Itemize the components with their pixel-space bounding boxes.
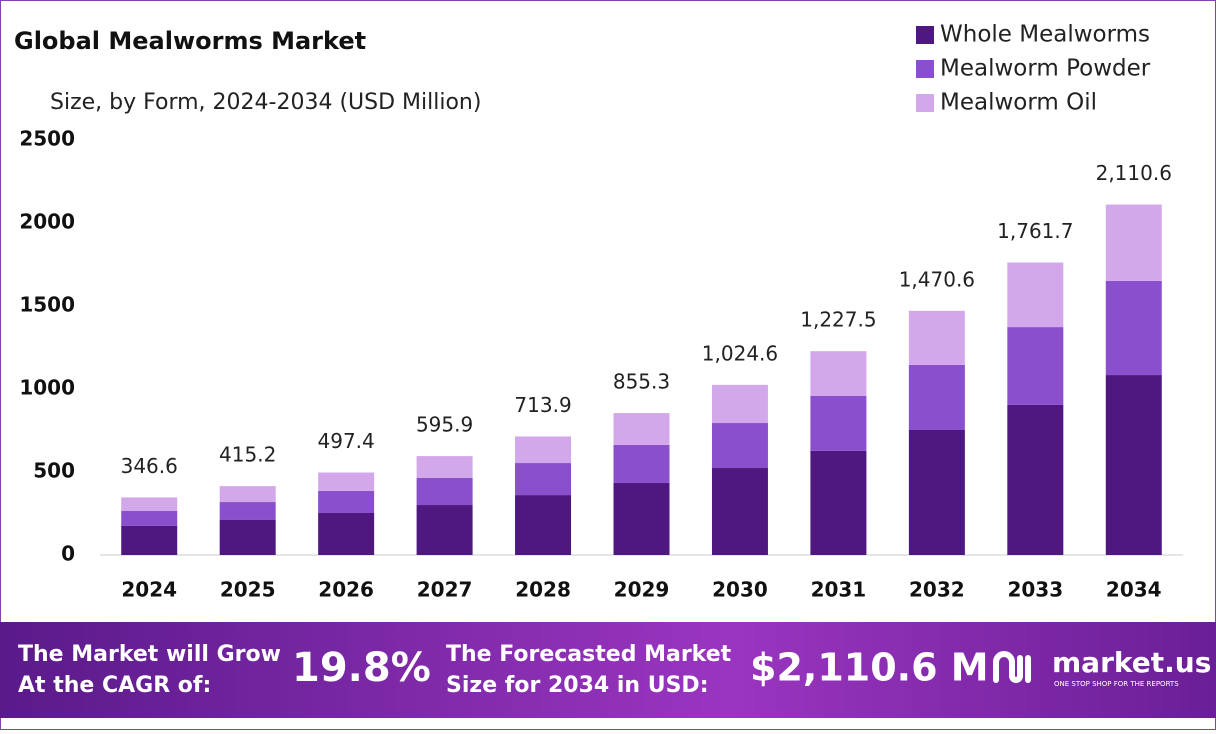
y-tick-label: 0 [61,542,75,566]
bar-segment [219,519,276,555]
total-label: 855.3 [613,370,670,394]
footer-text: The Forecasted Market [446,642,732,667]
bar-segment [810,395,867,451]
bar-segment [1007,327,1064,405]
total-label: 497.4 [318,429,375,453]
bar-segment [121,525,178,555]
bar-segment [416,505,473,555]
bar-segment [810,450,867,555]
bar-segment [908,430,965,555]
bar-segment [416,477,473,506]
bar-segment [1007,262,1064,328]
bar-segment [1105,280,1162,376]
legend-swatch [916,60,934,78]
legend-label: Whole Mealworms [940,22,1150,48]
bar-segment [908,310,965,365]
y-tick-label: 1000 [19,376,75,400]
footer-value: 19.8% [292,645,431,691]
footer-text: Size for 2034 in USD: [446,673,709,698]
legend-swatch [916,94,934,112]
bar-segment [613,482,670,555]
x-tick-label: 2029 [614,578,670,602]
bar-segment [121,511,178,526]
x-tick-label: 2033 [1007,578,1063,602]
total-label: 1,470.6 [899,267,975,291]
footer-text: The Market will Grow [18,642,281,667]
bar-segment [515,495,572,555]
x-tick-label: 2025 [220,578,276,602]
legend-label: Mealworm Oil [940,90,1097,116]
bar-segment [318,472,375,491]
bar-segment [613,413,670,445]
chart-title: Global Mealworms Market [14,27,366,55]
x-tick-label: 2032 [909,578,965,602]
bar-segment [121,497,178,512]
legend-label: Mealworm Powder [940,56,1151,82]
total-label: 2,110.6 [1096,161,1172,185]
bar-segment [1007,404,1064,555]
bar-segment [318,513,375,555]
brand: market.us [1052,646,1211,679]
bar-segment [515,463,572,496]
bar-segment [1105,204,1162,281]
x-tick-label: 2034 [1106,578,1162,602]
legend-swatch [916,26,934,44]
chart-subtitle: Size, by Form, 2024-2034 (USD Million) [50,90,481,115]
footer-value: $2,110.6 M [750,646,989,690]
total-label: 415.2 [219,443,276,467]
x-tick-label: 2026 [318,578,374,602]
bar-segment [515,436,572,464]
x-tick-label: 2031 [811,578,867,602]
total-label: 1,024.6 [702,341,778,365]
bar-segment [219,502,276,520]
bar-segment [810,351,867,396]
y-tick-label: 2000 [19,210,75,234]
y-tick-label: 500 [33,459,75,483]
bar-segment [613,444,670,483]
total-label: 1,227.5 [800,308,876,332]
x-tick-label: 2030 [712,578,768,602]
bar-segment [711,384,768,424]
bar-segment [908,364,965,431]
footer-banner [0,622,1216,718]
tagline: ONE STOP SHOP FOR THE REPORTS [1054,680,1179,688]
footer-text: At the CAGR of: [18,673,211,698]
bar-segment [318,490,375,514]
bar-segment [416,456,473,478]
total-label: 346.6 [121,454,178,478]
bar-segment [711,423,768,469]
bar-segment [1105,375,1162,555]
x-tick-label: 2028 [515,578,571,602]
x-tick-label: 2024 [121,578,177,602]
x-tick-label: 2027 [417,578,473,602]
total-label: 713.9 [514,393,571,417]
total-label: 595.9 [416,413,473,437]
bar-segment [711,468,768,555]
y-tick-label: 2500 [19,127,75,151]
y-tick-label: 1500 [19,293,75,317]
bar-segment [219,486,276,503]
logo-icon [993,651,1031,683]
total-label: 1,761.7 [997,219,1073,243]
